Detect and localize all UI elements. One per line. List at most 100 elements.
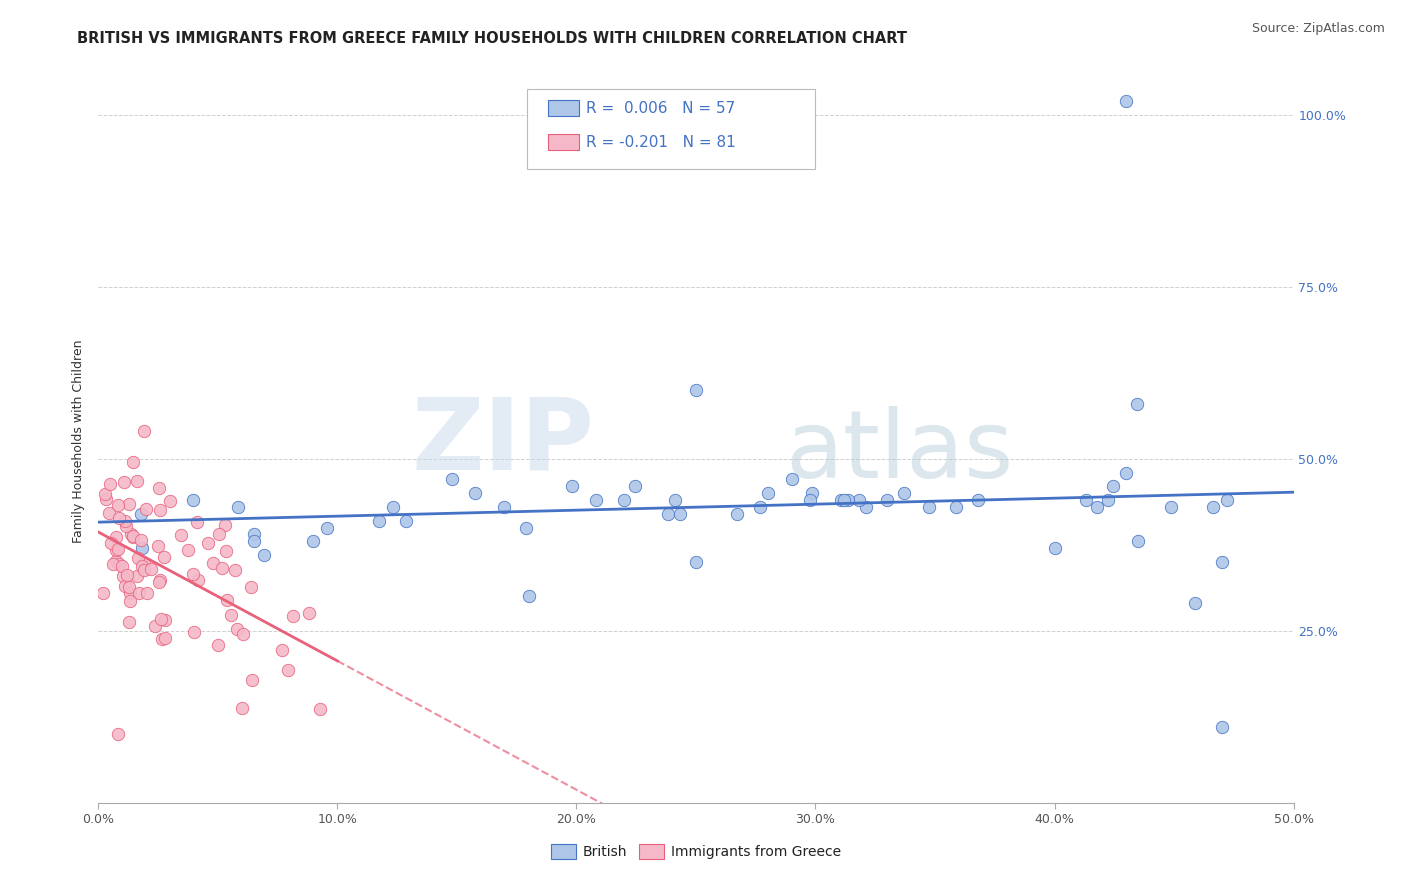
Point	[120, 594, 142, 608]
Point	[231, 701, 253, 715]
Point	[131, 541, 153, 556]
Point	[464, 486, 486, 500]
Point	[1115, 466, 1137, 480]
Point	[128, 586, 150, 600]
Point	[224, 563, 246, 577]
Point	[561, 479, 583, 493]
Point	[107, 498, 129, 512]
Point	[748, 500, 770, 514]
Point	[669, 507, 692, 521]
Point	[177, 542, 200, 557]
Point	[187, 574, 209, 588]
Point	[121, 529, 143, 543]
Point	[148, 575, 170, 590]
Text: Source: ZipAtlas.com: Source: ZipAtlas.com	[1251, 22, 1385, 36]
Point	[624, 479, 647, 493]
Point	[117, 615, 139, 629]
Text: R = -0.201   N = 81: R = -0.201 N = 81	[586, 136, 737, 150]
Point	[122, 530, 145, 544]
Point	[298, 607, 321, 621]
Point	[118, 585, 141, 599]
Point	[221, 607, 243, 622]
Point	[207, 638, 229, 652]
Point	[225, 622, 247, 636]
Point	[281, 608, 304, 623]
Point	[107, 541, 129, 556]
Point	[108, 511, 131, 525]
Point	[134, 564, 156, 578]
Point	[664, 493, 686, 508]
Point	[1216, 493, 1239, 508]
Point	[135, 502, 157, 516]
Point	[131, 559, 153, 574]
Y-axis label: Family Households with Children: Family Households with Children	[72, 340, 84, 543]
Point	[159, 493, 181, 508]
Point	[725, 507, 748, 521]
Point	[114, 514, 136, 528]
Point	[585, 493, 607, 508]
Point	[657, 507, 679, 521]
Point	[799, 493, 821, 508]
Text: BRITISH VS IMMIGRANTS FROM GREECE FAMILY HOUSEHOLDS WITH CHILDREN CORRELATION CH: BRITISH VS IMMIGRANTS FROM GREECE FAMILY…	[77, 31, 907, 46]
Point	[967, 493, 990, 508]
Point	[101, 557, 124, 571]
Point	[114, 579, 136, 593]
Point	[105, 530, 128, 544]
Point	[94, 486, 117, 500]
Point	[214, 518, 236, 533]
Point	[876, 493, 898, 508]
Point	[309, 702, 332, 716]
Point	[183, 566, 205, 581]
Point	[110, 559, 132, 574]
Point	[118, 580, 141, 594]
Point	[153, 549, 176, 564]
Point	[270, 643, 292, 657]
Point	[830, 493, 852, 508]
Text: ZIP: ZIP	[412, 393, 595, 490]
Point	[134, 556, 156, 570]
Text: atlas: atlas	[786, 407, 1014, 499]
Point	[1211, 720, 1233, 734]
Point	[893, 486, 915, 500]
Point	[253, 548, 276, 562]
Point	[240, 673, 263, 687]
Point	[1102, 479, 1125, 493]
Point	[837, 493, 859, 508]
Point	[120, 526, 142, 541]
Point	[613, 493, 636, 508]
Point	[105, 554, 128, 568]
Point	[517, 590, 540, 604]
Point	[150, 632, 173, 646]
Point	[848, 493, 870, 508]
Point	[129, 507, 152, 521]
Point	[148, 573, 170, 587]
Point	[301, 534, 323, 549]
Point	[132, 424, 155, 438]
Point	[226, 500, 249, 514]
Point	[1085, 500, 1108, 514]
Point	[780, 472, 803, 486]
Point	[1184, 596, 1206, 610]
Point	[1128, 534, 1150, 549]
Point	[183, 625, 205, 640]
Point	[149, 503, 172, 517]
Point	[395, 514, 418, 528]
Point	[202, 557, 225, 571]
Point	[186, 516, 208, 530]
Point	[855, 500, 877, 514]
Point	[685, 555, 707, 569]
Point	[148, 481, 170, 495]
Point	[1074, 493, 1097, 508]
Point	[91, 585, 114, 599]
Point	[115, 519, 138, 533]
Point	[139, 561, 162, 575]
Point	[170, 528, 193, 542]
Point	[1211, 555, 1233, 569]
Point	[118, 497, 141, 511]
Point	[515, 520, 537, 534]
Point	[125, 474, 148, 488]
Point	[181, 493, 204, 508]
Point	[240, 580, 263, 594]
Point	[97, 506, 120, 520]
Point	[277, 663, 299, 677]
